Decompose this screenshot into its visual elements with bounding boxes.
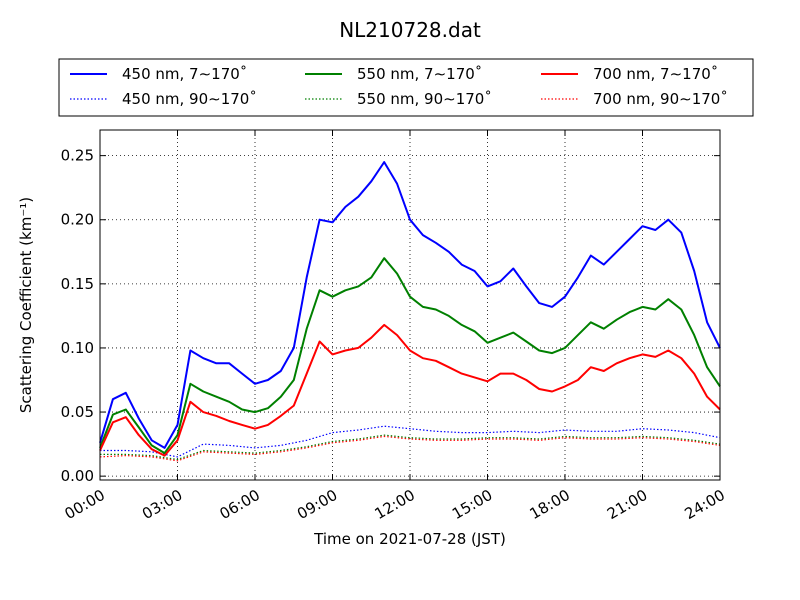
y-tick-label: 0.25 xyxy=(61,147,94,165)
x-tick-label: 09:00 xyxy=(294,486,340,523)
x-tick-label: 18:00 xyxy=(527,486,573,523)
x-tick-label: 03:00 xyxy=(139,486,185,523)
y-tick-label: 0.15 xyxy=(61,275,94,293)
x-tick-label: 00:00 xyxy=(62,486,108,523)
series-layer xyxy=(99,161,721,462)
legend-label: 700 nm, 7∼170˚ xyxy=(593,65,718,83)
series-line-5 xyxy=(99,323,721,457)
series-line-3 xyxy=(99,257,721,455)
chart-title: NL210728.dat xyxy=(339,18,481,42)
series-line-4 xyxy=(100,434,721,461)
x-axis-label: Time on 2021-07-28 (JST) xyxy=(313,530,506,548)
y-tick-label: 0.10 xyxy=(61,339,94,357)
plot-frame xyxy=(99,129,721,481)
legend-box xyxy=(58,58,754,117)
y-tick-label: 0.20 xyxy=(61,211,94,229)
x-tick-label: 12:00 xyxy=(372,486,418,523)
legend-label: 700 nm, 90∼170˚ xyxy=(593,90,728,108)
grid xyxy=(100,130,720,480)
legend-label: 450 nm, 90∼170˚ xyxy=(122,90,257,108)
y-tick-label: 0.00 xyxy=(61,467,94,485)
series-line-2 xyxy=(100,425,721,458)
y-tick-label: 0.05 xyxy=(61,403,94,421)
x-tick-label: 21:00 xyxy=(604,486,650,523)
y-axis-label: Scattering Coefficient (km⁻¹) xyxy=(17,197,35,413)
x-tick-label: 24:00 xyxy=(682,486,728,523)
legend-label: 550 nm, 7∼170˚ xyxy=(357,65,482,83)
axes: 00:00 03:00 06:00 09:00 12:00 15:00 18:00 21:00… xyxy=(61,129,728,523)
series-line-1 xyxy=(99,161,721,449)
legend: 450 nm, 7∼170˚ 450 nm, 90∼170˚ 550 nm, 7∼1… xyxy=(58,58,754,117)
series-line-6 xyxy=(99,435,721,462)
x-tick-label: 15:00 xyxy=(449,486,495,523)
x-tick-label: 06:00 xyxy=(217,486,263,523)
legend-label: 450 nm, 7∼170˚ xyxy=(122,65,247,83)
legend-label: 550 nm, 90∼170˚ xyxy=(357,90,492,108)
